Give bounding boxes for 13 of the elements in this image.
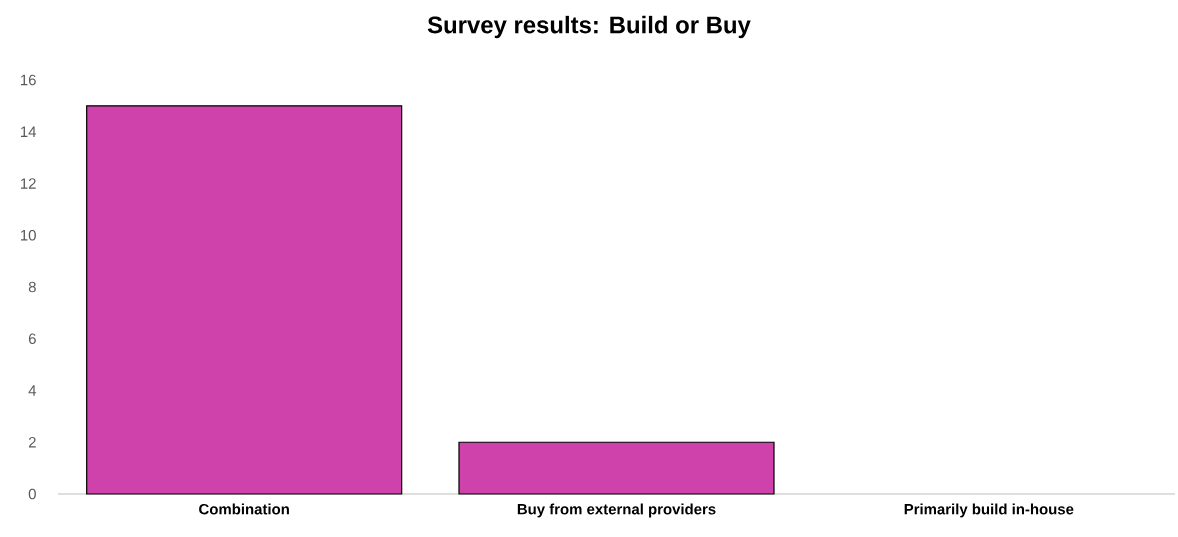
y-tick-label: 14 <box>21 126 37 137</box>
y-tick-label: 16 <box>21 74 36 86</box>
y-tick-label: 0 <box>28 488 36 500</box>
y-tick-label: 2 <box>28 437 36 448</box>
x-tick-label: Combination <box>199 503 289 515</box>
y-tick-label: 4 <box>28 385 37 396</box>
chart-title: Survey results: Build or Buy <box>427 15 751 39</box>
x-tick-label: Buy from external providers <box>517 503 716 518</box>
y-tick-label: 8 <box>28 281 36 293</box>
y-tick-label: 6 <box>28 333 36 345</box>
y-tick-label: 10 <box>21 229 36 241</box>
y-tick-label: 12 <box>21 178 36 189</box>
x-tick-label: Primarily build in-house <box>904 503 1074 518</box>
